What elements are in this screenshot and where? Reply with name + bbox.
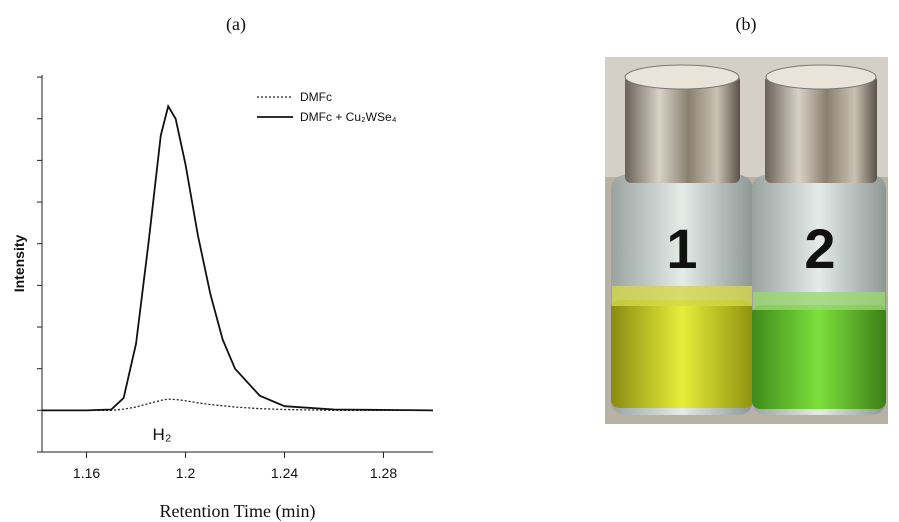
cap-top: [765, 64, 877, 90]
cap-top: [624, 64, 740, 90]
x-axis-label: Retention Time (min): [159, 501, 315, 522]
annotation: H₂: [153, 425, 172, 444]
vial-liquid: [752, 305, 886, 409]
legend-label: DMFc + Cu₂WSe₄: [300, 110, 397, 124]
vial-liquid: [611, 300, 753, 408]
vial: [752, 64, 886, 415]
x-tick-label: 1.2: [176, 465, 196, 481]
vial: [611, 64, 753, 415]
meniscus: [612, 286, 752, 306]
series-line: [42, 398, 433, 411]
y-axis-label: Intensity: [11, 235, 27, 293]
panel-label: (a): [226, 14, 246, 35]
panel-label: (b): [736, 14, 757, 35]
vial-cap: [625, 75, 740, 183]
vial-label: 1: [666, 217, 697, 280]
vial-cap: [765, 75, 877, 183]
series-line: [42, 103, 434, 412]
meniscus: [753, 292, 885, 310]
photo: 1 2: [605, 57, 888, 424]
x-tick-label: 1.16: [73, 465, 100, 481]
legend-label: DMFc: [300, 90, 332, 104]
x-tick-label: 1.28: [370, 465, 397, 481]
x-tick-label: 1.24: [271, 465, 298, 481]
vial-label: 2: [804, 217, 835, 280]
